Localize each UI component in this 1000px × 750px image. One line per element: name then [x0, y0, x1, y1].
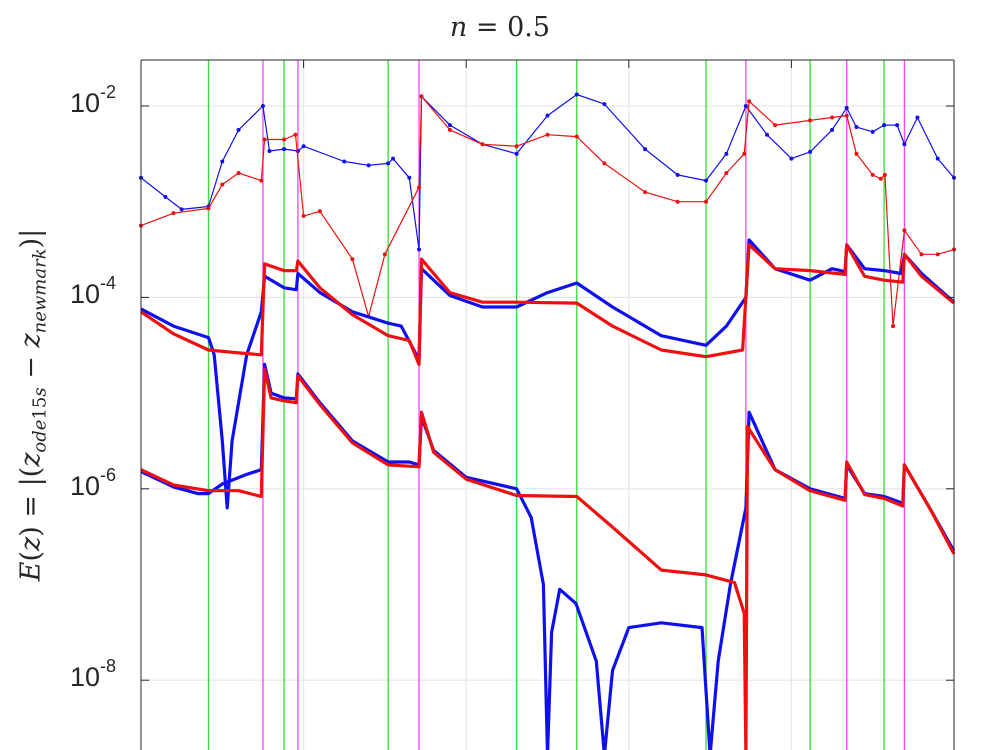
data-point [382, 252, 387, 257]
grid-lines [141, 60, 954, 750]
data-point [301, 144, 306, 149]
vertical-marker-lines [207, 60, 906, 750]
series-line [140, 93, 955, 251]
data-point [447, 123, 452, 128]
data-point [643, 190, 648, 195]
y-tick-label: 10-4 [70, 273, 117, 310]
data-point [342, 159, 347, 164]
data-point [259, 178, 264, 183]
data-point [293, 132, 298, 137]
data-point [514, 144, 519, 149]
data-point [724, 151, 729, 156]
data-point [742, 151, 747, 156]
data-point [935, 252, 940, 257]
data-point [220, 182, 225, 187]
data-point [220, 159, 225, 164]
data-point [163, 194, 168, 199]
data-point [882, 172, 887, 177]
data-point [480, 142, 485, 147]
data-point [902, 142, 907, 147]
data-point [262, 137, 267, 142]
data-point [417, 247, 422, 252]
data-point [236, 170, 241, 175]
data-point [765, 132, 770, 137]
data-point [747, 99, 752, 104]
data-point [882, 123, 887, 128]
data-point [902, 228, 907, 233]
data-point [643, 147, 648, 152]
chart-title: n = 0.5 [449, 12, 551, 43]
data-point [844, 105, 849, 110]
data-point [514, 151, 519, 156]
data-point [870, 129, 875, 134]
data-point [919, 252, 924, 257]
axes-frame [140, 59, 955, 750]
data-point [830, 115, 835, 120]
data-point [854, 125, 859, 130]
data-point [236, 127, 241, 132]
data-point [854, 151, 859, 156]
data-point [808, 118, 813, 123]
y-tick-label: 10-6 [70, 464, 117, 501]
data-point [179, 207, 184, 212]
data-point [419, 94, 424, 99]
data-point [773, 123, 778, 128]
title-value: 0.5 [507, 12, 551, 43]
data-point [878, 176, 883, 181]
data-point [366, 163, 371, 168]
data-point [935, 156, 940, 161]
data-point [350, 257, 355, 262]
data-point [317, 209, 322, 214]
data-point [574, 92, 579, 97]
data-point [282, 147, 287, 152]
data-point [675, 199, 680, 204]
data-point [267, 148, 272, 153]
data-point [171, 211, 176, 216]
data-point [602, 161, 607, 166]
data-point [830, 127, 835, 132]
data-point [545, 132, 550, 137]
data-point [743, 104, 748, 108]
data-point [704, 178, 709, 183]
data-point [260, 104, 265, 108]
data-point [891, 324, 896, 329]
data-point [545, 113, 550, 118]
data-point [704, 199, 709, 204]
data-point [789, 156, 794, 161]
data-point [915, 115, 920, 120]
series-line [140, 367, 956, 750]
data-series [139, 92, 956, 750]
data-point [870, 172, 875, 177]
data-point [206, 206, 211, 211]
data-point [301, 214, 306, 219]
data-point [895, 123, 900, 128]
data-point [808, 149, 813, 154]
data-point [391, 156, 396, 161]
data-point [386, 161, 391, 166]
y-tick-label: 10-2 [70, 82, 117, 118]
data-point [282, 137, 287, 142]
y-tick-label: 10-8 [70, 656, 117, 693]
data-point [417, 185, 422, 190]
series-line [140, 243, 956, 366]
data-point [602, 102, 607, 107]
data-point [844, 113, 849, 118]
data-point [574, 134, 579, 139]
data-point [407, 175, 412, 180]
data-point [675, 172, 680, 177]
title-variable: n [449, 12, 468, 43]
data-point [447, 127, 452, 132]
data-point [724, 170, 729, 175]
